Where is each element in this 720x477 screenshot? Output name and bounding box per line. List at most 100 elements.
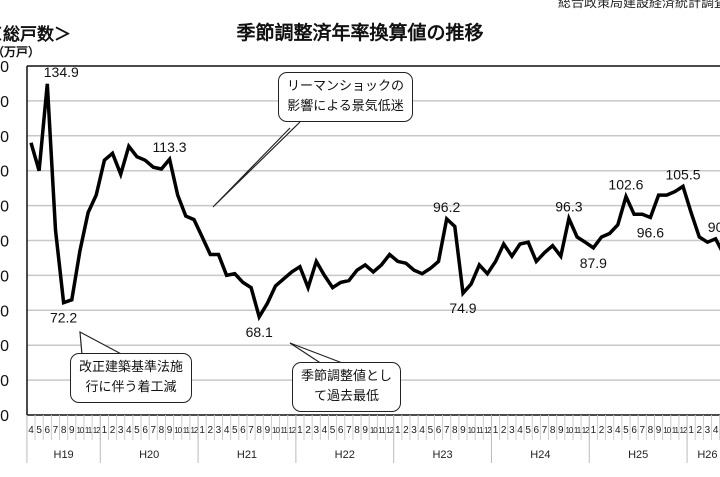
x-tick-label: 9 [362,425,368,436]
y-tick-label: 120 [0,129,9,146]
x-tick-label: 4 [419,425,425,436]
x-tick-label: 12 [386,426,394,435]
x-tick-label: 8 [256,425,262,436]
x-tick-label: 3 [118,425,124,436]
x-tick-label: 5 [232,425,238,436]
x-tick-label: 5 [428,425,434,436]
callout-pointer [289,342,346,365]
x-tick-label: 12 [680,426,688,435]
annotation-lehman: リーマンショックの 影響による景気低迷 [278,72,414,122]
data-label: 96.2 [433,199,460,215]
data-label: 87.9 [580,255,607,271]
annotation-line: て過去最低 [314,389,380,404]
chart-title: 季節調整済年率換算値の推移 [236,22,484,44]
x-tick-label: 7 [542,425,548,436]
x-tick-label: 6 [436,425,442,436]
y-tick-label: 40 [0,408,9,425]
x-tick-label: 6 [338,425,344,436]
x-tick-label: 3 [705,425,711,436]
x-tick-label: 8 [550,425,556,436]
x-tick-label: 7 [150,425,156,436]
x-tick-label: 11 [280,426,288,435]
data-label: 74.9 [449,300,476,316]
x-tick-label: 3 [313,425,319,436]
x-tick-label: 2 [501,425,507,436]
x-tick-label: 10 [565,426,573,435]
x-tick-label: 4 [126,425,132,436]
x-tick-label: 6 [45,425,51,436]
x-tick-label: 2 [697,425,703,436]
x-tick-label: 8 [648,425,654,436]
x-tick-label: 12 [288,426,296,435]
x-tick-label: 4 [615,425,621,436]
x-tick-label: 9 [460,425,466,436]
series-line [29,83,720,322]
x-tick-label: 12 [484,426,492,435]
data-label: 113.3 [153,139,187,155]
x-tick-label: 6 [534,425,540,436]
y-tick-label: 140 [0,59,9,76]
x-tick-label: 11 [378,426,386,435]
x-tick-label: 1 [102,425,108,436]
callout-pointer [79,330,126,357]
x-tick-label: 9 [265,425,271,436]
annotation-line: 改正建築基準法施 [79,360,184,375]
x-tick-label: 5 [134,425,140,436]
data-label: 134.9 [44,64,79,80]
annotation-line: 季節調整値とし [301,369,393,384]
x-tick-label: 1 [591,425,597,436]
x-tick-label: 3 [216,425,222,436]
x-tick-label: 7 [53,425,59,436]
data-label: 102.6 [608,177,643,193]
x-tick-label: 3 [411,425,417,436]
x-tick-label: 5 [330,425,336,436]
x-tick-label: 10 [468,426,476,435]
x-tick-label: 10 [174,426,182,435]
x-tick-label: 9 [656,425,662,436]
annotation-record-low: 季節調整値とし て過去最低 [292,362,402,412]
x-tick-label: 8 [61,425,67,436]
source-note: 総合政策局建設経済統計調査室 [557,0,720,11]
x-tick-label: 9 [69,425,75,436]
x-tick-label: 11 [85,426,93,435]
x-tick-label: 8 [452,425,458,436]
x-tick-label: 6 [142,425,148,436]
x-tick-label: 4 [713,425,719,436]
y-tick-label: 130 [0,94,9,111]
x-tick-label: 9 [167,425,173,436]
x-tick-label: 5 [623,425,629,436]
year-label: H23 [432,449,452,461]
x-tick-label: 4 [224,425,230,436]
x-tick-label: 10 [272,426,280,435]
series-label: ＜総戸数＞ [0,25,71,45]
x-tick-label: 1 [297,425,303,436]
data-label: 68.1 [246,324,273,340]
x-tick-label: 1 [199,425,205,436]
x-tick-label: 5 [36,425,42,436]
x-tick-label: 8 [159,425,165,436]
x-tick-label: 12 [93,426,101,435]
year-label: H24 [530,449,550,461]
x-tick-label: 1 [493,425,499,436]
year-label: H19 [54,449,74,461]
x-tick-label: 4 [517,425,523,436]
annotation-building-law: 改正建築基準法施 行に伴う着工減 [70,353,193,403]
y-tick-label: 110 [0,164,9,181]
x-tick-label: 11 [476,426,484,435]
x-tick-label: 4 [322,425,328,436]
x-tick-label: 10 [76,426,84,435]
x-tick-label: 9 [558,425,564,436]
x-tick-label: 11 [672,426,680,435]
y-tick-label: 60 [0,338,9,355]
data-label: 96.3 [555,199,582,215]
x-tick-label: 2 [403,425,409,436]
y-tick-label: 90 [0,234,9,251]
y-tick-label: 70 [0,303,9,320]
x-tick-label: 11 [183,426,191,435]
y-tick-label: 100 [0,199,9,216]
x-tick-label: 12 [191,426,199,435]
unit-label: （万戸） [0,45,41,59]
x-tick-label: 7 [346,425,352,436]
y-tick-label: 50 [0,373,9,390]
